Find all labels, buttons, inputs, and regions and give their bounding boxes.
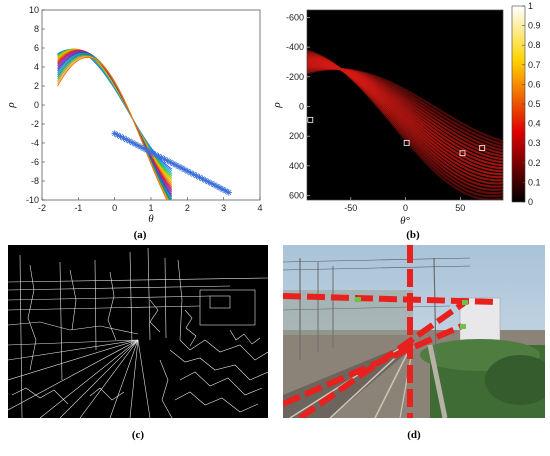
accumulator-band	[307, 49, 503, 200]
star-marker	[219, 186, 227, 193]
y-tick-label: -600	[286, 12, 304, 22]
y-tick-label: -4	[31, 138, 39, 148]
colorbar-tick-label: 0.4	[528, 119, 541, 129]
panel-a-x-axis-label: θ	[148, 213, 154, 225]
star-marker	[193, 172, 200, 179]
panel-b-y-ticks: -600 -400 -200 0 200 400 600	[286, 12, 310, 201]
y-tick-label: 4	[34, 62, 39, 72]
colorbar-tick-label: 0.2	[528, 158, 541, 168]
star-marker	[205, 178, 212, 186]
peak-marker	[403, 139, 410, 146]
y-tick-label: -400	[286, 42, 304, 52]
y-tick-label: 400	[289, 161, 304, 171]
panel-c-caption: (c)	[132, 429, 145, 441]
x-tick-label: 0	[403, 203, 408, 213]
panel-b-peak-markers	[307, 116, 486, 157]
peak-marker	[479, 145, 486, 151]
colorbar-tick-label: 0.1	[528, 177, 541, 187]
star-marker	[225, 189, 232, 196]
x-tick-label: -50	[344, 203, 357, 213]
panel-b-y-axis-label: ρ	[271, 102, 283, 108]
colorbar-tick-label: 0.7	[528, 60, 541, 70]
panel-c-image-background	[8, 245, 268, 418]
panel-d-caption: (d)	[407, 429, 421, 441]
panel-d-railway-scene: (d)	[283, 245, 545, 441]
colorbar-tick-label: 0.6	[528, 79, 541, 89]
x-tick-label: 1	[148, 203, 153, 213]
panel-b-x-axis-label: θ°	[400, 215, 410, 227]
y-tick-label: 6	[34, 43, 39, 53]
detected-line-diagonal-lower	[283, 323, 464, 407]
colorbar-tick-label: 0.8	[528, 40, 541, 50]
colorbar-tick-label: 0	[528, 197, 533, 207]
panel-a-marker-series	[111, 130, 232, 196]
y-tick-label: 2	[34, 81, 39, 91]
accumulator-band	[307, 53, 503, 191]
y-tick-label: 0	[34, 100, 39, 110]
y-tick-label: 10	[29, 5, 39, 15]
x-tick-label: 0	[112, 203, 117, 213]
x-tick-label: -2	[38, 203, 46, 213]
panel-c-edge-map: (c)	[8, 245, 268, 441]
colorbar-tick-label: 1	[528, 1, 533, 11]
x-tick-label: -1	[74, 203, 82, 213]
panel-b-x-ticks: -50 0 50	[344, 197, 465, 213]
panel-a-sinusoids	[57, 48, 173, 200]
star-marker	[196, 174, 203, 181]
y-tick-label: 0	[299, 101, 304, 111]
panel-a-plot-frame	[41, 9, 261, 201]
accumulator-band	[307, 50, 503, 198]
peak-marker	[307, 116, 314, 123]
panel-a-x-ticks: -2 -1 0 1 2 3 4	[38, 197, 263, 213]
y-tick-label: -2	[31, 119, 39, 129]
panel-a-y-ticks: 10 8 6 4 2 0 -2 -4 -6 -8 -10	[26, 5, 45, 205]
y-tick-label: 200	[289, 131, 304, 141]
panel-b-accumulator-bands	[307, 49, 503, 200]
peak-marker	[459, 150, 466, 157]
colorbar-tick-label: 0.3	[528, 138, 541, 148]
y-tick-label: 8	[34, 24, 39, 34]
colorbar-tick-label: 0.9	[528, 21, 541, 31]
x-tick-label: 2	[185, 203, 190, 213]
accumulator-band	[307, 51, 503, 195]
panel-b-caption: (b)	[406, 229, 420, 241]
panel-b-plot-frame	[306, 9, 504, 201]
detected-line-horizontal	[283, 293, 497, 305]
y-tick-label: -10	[26, 195, 39, 205]
star-marker	[175, 163, 183, 170]
panel-b-colorbar-ticks: 0 0.1 0.2 0.3 0.4 0.5 0.6 0.7 0.8 0.9 1	[522, 1, 541, 207]
colorbar-tick-label: 0.5	[528, 99, 541, 109]
panel-c-edges	[8, 247, 268, 418]
panel-d-photo	[283, 245, 545, 418]
y-tick-label: -6	[31, 157, 39, 167]
y-tick-label: 600	[289, 191, 304, 201]
sinusoid-curve	[57, 57, 168, 200]
panel-a-caption: (a)	[134, 229, 147, 241]
y-tick-label: -8	[31, 176, 39, 186]
y-tick-label: -200	[286, 72, 304, 82]
x-tick-label: 50	[455, 203, 465, 213]
x-tick-label: 4	[257, 203, 262, 213]
panel-a-y-axis-label: ρ	[5, 102, 17, 108]
x-tick-label: 3	[221, 203, 226, 213]
